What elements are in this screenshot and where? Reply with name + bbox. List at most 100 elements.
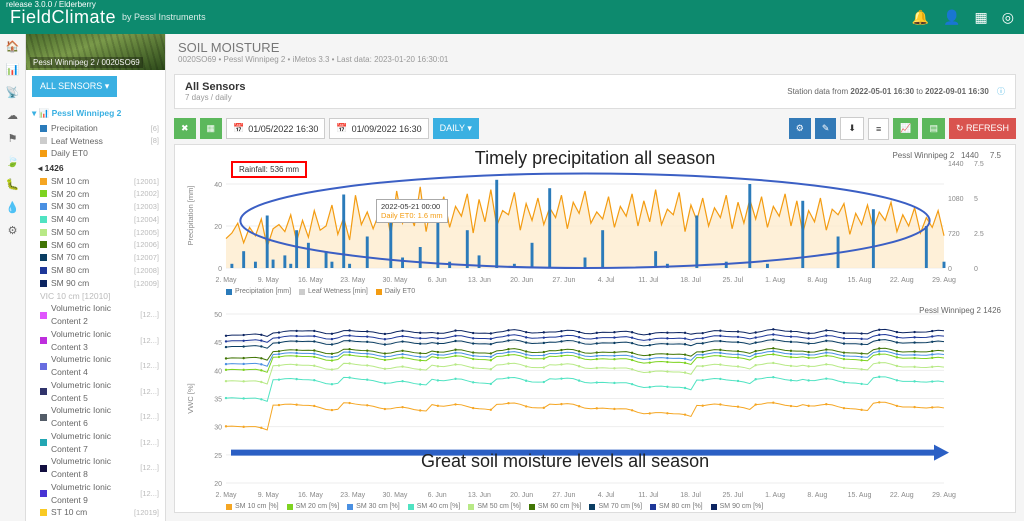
svg-text:15. Aug: 15. Aug <box>848 492 872 499</box>
broadcast-icon[interactable]: 📡 <box>6 86 20 99</box>
tree-item[interactable]: SM 90 cm[12009] <box>32 277 159 290</box>
refresh-button[interactable]: ↻ REFRESH <box>949 118 1016 139</box>
chart-view-button[interactable]: 📈 <box>893 118 918 139</box>
controls-row: All Sensors 7 days / daily Station data … <box>174 74 1016 109</box>
svg-text:18. Jul: 18. Jul <box>680 277 701 284</box>
tree-item[interactable]: SM 10 cm[12001] <box>32 175 159 188</box>
date-from-input[interactable]: 📅01/05/2022 16:30 <box>226 118 325 139</box>
dashboard-icon[interactable]: ▦ <box>975 9 988 26</box>
svg-text:2.5: 2.5 <box>974 231 984 238</box>
download-button[interactable]: ⬇ <box>840 117 864 140</box>
tree-item[interactable]: Daily ET0 <box>32 147 159 160</box>
icon-rail: 🏠 📊 📡 ☁ ⚑ 🍃 🐛 💧 ⚙ <box>0 34 26 521</box>
tree-vic-10[interactable]: VIC 10 cm [12010] <box>32 290 159 303</box>
drop-icon[interactable]: 💧 <box>6 201 20 214</box>
edit-button[interactable]: ✎ <box>815 118 837 139</box>
svg-text:40: 40 <box>214 182 222 189</box>
svg-text:4. Jul: 4. Jul <box>598 492 615 499</box>
export-button[interactable]: ≡ <box>868 118 889 140</box>
svg-text:VWC [%]: VWC [%] <box>186 383 195 413</box>
svg-text:29. Aug: 29. Aug <box>932 277 956 284</box>
tree-item[interactable]: SM 70 cm[12007] <box>32 251 159 264</box>
svg-text:27. Jun: 27. Jun <box>552 492 575 499</box>
settings-button[interactable]: ⚙ <box>789 118 811 139</box>
tree-item[interactable]: Volumetric Ionic Content 8[12...] <box>32 455 159 481</box>
svg-text:18. Jul: 18. Jul <box>680 492 701 499</box>
tree-item[interactable]: SM 20 cm[12002] <box>32 188 159 201</box>
station-label: Pessl Winnipeg 2 / 0020SO69 <box>30 57 143 68</box>
bell-icon[interactable]: 🔔 <box>912 9 929 26</box>
all-sensors-button[interactable]: ALL SENSORS ▾ <box>32 76 117 97</box>
svg-text:11. Jul: 11. Jul <box>638 492 659 499</box>
reset-button[interactable]: ✖ <box>174 118 196 139</box>
main: SOIL MOISTURE 0020SO69 • Pessl Winnipeg … <box>166 34 1024 521</box>
annotation-1: Timely precipitation all season <box>475 148 715 169</box>
tree-item[interactable]: SM 80 cm[12008] <box>32 264 159 277</box>
calendar-button[interactable]: ▦ <box>200 118 223 139</box>
tree-group-1426[interactable]: ◂ 1426 <box>32 162 159 175</box>
svg-text:30: 30 <box>214 425 222 432</box>
svg-text:1440: 1440 <box>948 161 964 168</box>
svg-text:15. Aug: 15. Aug <box>848 277 872 284</box>
svg-text:22. Aug: 22. Aug <box>890 277 914 284</box>
svg-text:16. May: 16. May <box>298 277 323 284</box>
tree-item[interactable]: Volumetric Ionic Content 5[12...] <box>32 379 159 405</box>
leaf-icon[interactable]: 🍃 <box>6 155 20 168</box>
page-title: SOIL MOISTURE <box>178 40 1012 55</box>
controls-sub: 7 days / daily <box>185 93 246 102</box>
target-icon[interactable]: ◎ <box>1002 9 1014 26</box>
chart-precipitation: Pessl Winnipeg 2 1440 7.5 Rainfall: 536 … <box>181 151 1009 286</box>
svg-text:27. Jun: 27. Jun <box>552 277 575 284</box>
cloud-icon[interactable]: ☁ <box>7 109 18 122</box>
tree-item[interactable]: Volumetric Ionic Content 4[12...] <box>32 353 159 379</box>
tree-item[interactable]: Precipitation[6] <box>32 122 159 135</box>
tree-station[interactable]: ▾ 📊 Pessl Winnipeg 2 <box>32 107 159 120</box>
svg-text:25. Jul: 25. Jul <box>723 277 744 284</box>
tree-item[interactable]: SM 60 cm[12006] <box>32 239 159 252</box>
svg-text:2. May: 2. May <box>215 492 237 499</box>
chart-soil-moisture: Pessl Winnipeg 2 1426 Great soil moistur… <box>181 306 1009 511</box>
svg-text:22. Aug: 22. Aug <box>890 492 914 499</box>
chart-icon[interactable]: 📊 <box>6 63 20 76</box>
table-view-button[interactable]: ▤ <box>922 118 945 139</box>
info-icon[interactable]: ⓘ <box>997 87 1005 96</box>
station-image[interactable]: Pessl Winnipeg 2 / 0020SO69 <box>26 34 165 70</box>
chart2-legend: SM 10 cm [%]SM 20 cm [%]SM 30 cm [%]SM 4… <box>181 501 1009 512</box>
tree-item[interactable]: Volumetric Ionic Content 2[12...] <box>32 302 159 328</box>
svg-text:8. Aug: 8. Aug <box>807 492 827 499</box>
chart1-legend: Precipitation [mm]Leaf Wetness [min]Dail… <box>181 286 1009 297</box>
tree-item[interactable]: Volumetric Ionic Content 7[12...] <box>32 430 159 456</box>
tree-item[interactable]: Volumetric Ionic Content 9[12...] <box>32 481 159 507</box>
svg-text:30. May: 30. May <box>382 277 407 284</box>
tree-item[interactable]: Leaf Wetness[8] <box>32 135 159 148</box>
daily-button[interactable]: DAILY ▾ <box>433 118 479 139</box>
user-icon[interactable]: 👤 <box>943 9 960 26</box>
brand-sub: by Pessl Instruments <box>122 12 206 22</box>
svg-text:50: 50 <box>214 312 222 319</box>
svg-text:30. May: 30. May <box>382 492 407 499</box>
svg-text:35: 35 <box>214 397 222 404</box>
tree-item[interactable]: ST 10 cm[12019] <box>32 506 159 519</box>
svg-text:6. Jun: 6. Jun <box>428 492 447 499</box>
svg-text:1. Aug: 1. Aug <box>765 492 785 499</box>
charts-panel: Pessl Winnipeg 2 1440 7.5 Rainfall: 536 … <box>174 144 1016 513</box>
tree-item[interactable]: Volumetric Ionic Content 3[12...] <box>32 328 159 354</box>
svg-text:0: 0 <box>218 266 222 273</box>
tree-item[interactable]: SM 50 cm[12005] <box>32 226 159 239</box>
home-icon[interactable]: 🏠 <box>6 40 20 53</box>
bug-icon[interactable]: 🐛 <box>6 178 20 191</box>
tree-item[interactable]: Volumetric Ionic Content 6[12...] <box>32 404 159 430</box>
svg-text:1. Aug: 1. Aug <box>765 277 785 284</box>
tree-item[interactable]: SM 30 cm[12003] <box>32 200 159 213</box>
svg-text:6. Jun: 6. Jun <box>428 277 447 284</box>
tree-item[interactable]: SM 40 cm[12004] <box>32 213 159 226</box>
svg-text:0: 0 <box>948 266 952 273</box>
gear-icon[interactable]: ⚙ <box>8 224 18 237</box>
svg-text:7.5: 7.5 <box>974 161 984 168</box>
flag-icon[interactable]: ⚑ <box>8 132 18 145</box>
svg-text:Precipitation [mm]: Precipitation [mm] <box>186 185 195 245</box>
sensor-tree: ▾ 📊 Pessl Winnipeg 2 Precipitation[6]Lea… <box>26 103 165 521</box>
date-to-input[interactable]: 📅01/09/2022 16:30 <box>329 118 428 139</box>
svg-text:25. Jul: 25. Jul <box>723 492 744 499</box>
svg-text:11. Jul: 11. Jul <box>638 277 659 284</box>
